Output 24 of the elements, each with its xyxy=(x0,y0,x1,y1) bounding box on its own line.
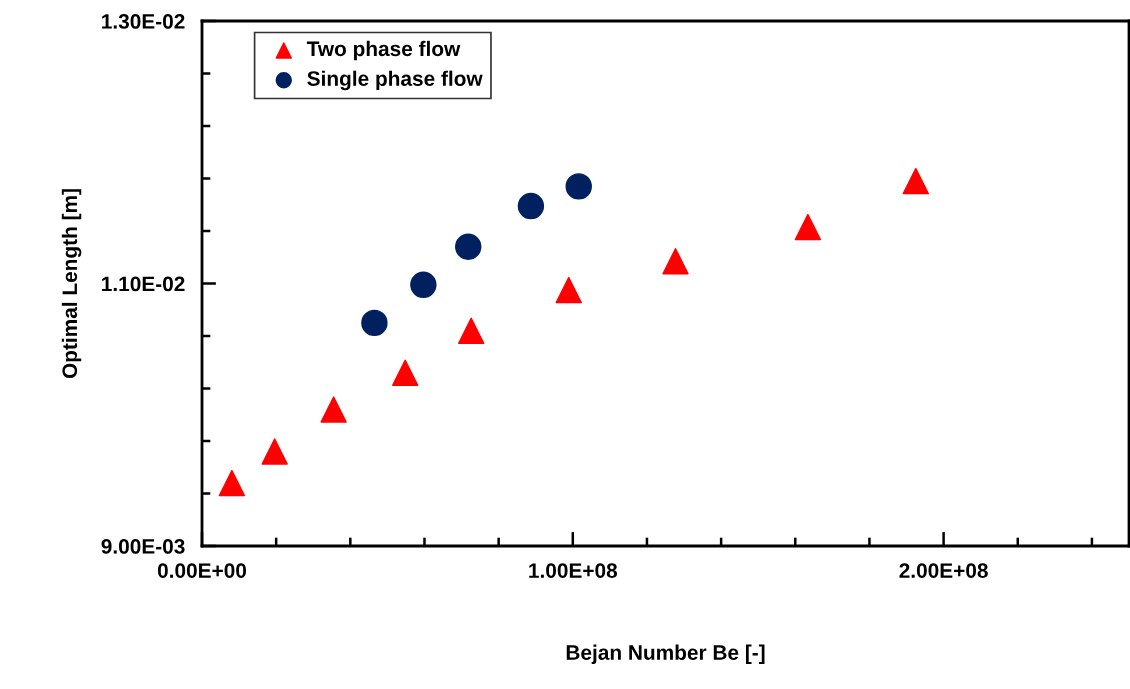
legend-label: Single phase flow xyxy=(307,70,483,91)
point xyxy=(794,213,822,241)
point xyxy=(565,173,592,200)
point xyxy=(517,192,545,220)
point xyxy=(662,247,689,275)
y-tick-label: 1.30E-02 xyxy=(102,14,185,29)
point xyxy=(458,317,485,344)
x-tick-label: 0.00E+00 xyxy=(157,563,247,578)
y-tick-label: 1.10E-02 xyxy=(102,276,185,292)
point xyxy=(455,233,482,260)
point xyxy=(218,469,246,497)
x-tick-label: 1.00E+08 xyxy=(529,563,618,578)
point xyxy=(902,167,929,195)
y-tick-label: 9.00E-03 xyxy=(101,539,185,554)
point xyxy=(555,276,582,304)
point xyxy=(320,396,347,423)
x-tick-label: 2.00E+08 xyxy=(899,563,988,578)
point xyxy=(392,359,419,386)
point xyxy=(410,271,437,299)
x-axis-title: Bejan Number Be [-] xyxy=(566,644,765,665)
legend-label: Two phase flow xyxy=(306,40,461,61)
point xyxy=(261,438,288,465)
y-axis-title: Optimal Length [m] xyxy=(61,189,82,379)
point xyxy=(361,309,388,337)
